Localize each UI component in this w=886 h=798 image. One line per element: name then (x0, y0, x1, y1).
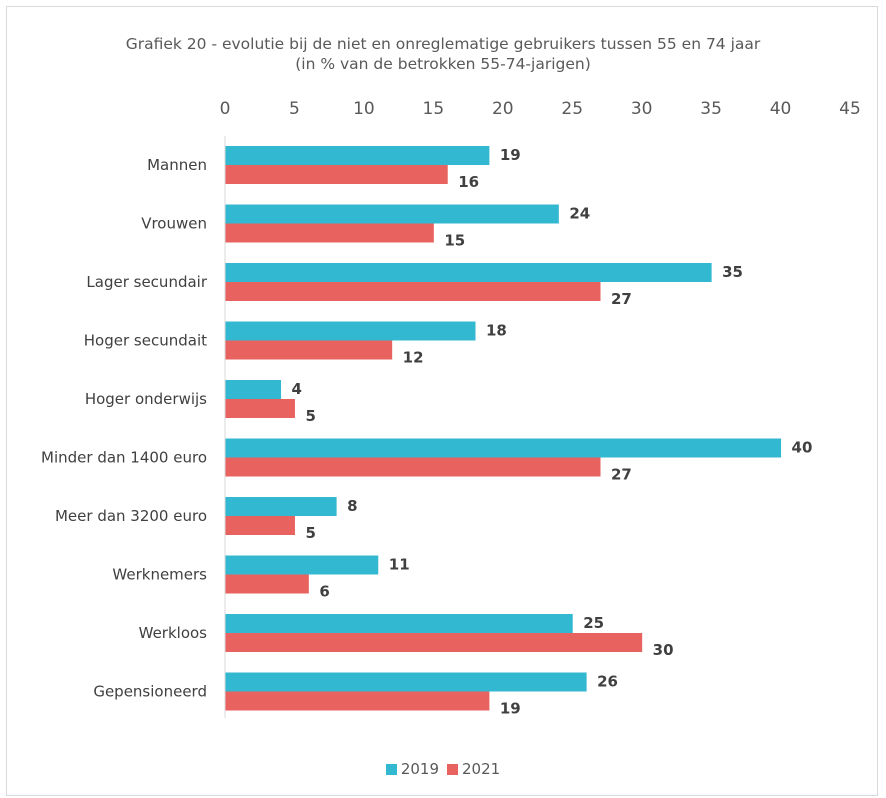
bar-2019 (225, 672, 587, 692)
bar-2021 (225, 574, 309, 594)
data-label: 27 (611, 466, 632, 484)
data-label: 26 (597, 673, 618, 691)
data-label: 4 (292, 380, 302, 398)
tick-label: 35 (700, 99, 722, 119)
category-label: Vrouwen (141, 215, 207, 233)
data-label: 11 (389, 556, 410, 574)
tick-label: 25 (561, 99, 583, 119)
category-label: Mannen (147, 156, 207, 174)
legend-swatch (385, 763, 397, 775)
tick-label: 5 (289, 99, 300, 119)
bar-2021 (225, 516, 295, 535)
data-label: 27 (611, 290, 632, 308)
legend-item: 2019 (385, 760, 439, 778)
tick-label: 40 (770, 99, 792, 119)
legend-swatch (447, 763, 458, 775)
data-label: 12 (403, 349, 424, 367)
tick-label: 0 (220, 99, 231, 119)
bar-2021 (225, 399, 295, 418)
data-label: 6 (319, 583, 329, 601)
chart-frame (6, 6, 878, 796)
data-label: 35 (722, 263, 743, 281)
category-labels: Mannen Vrouwen Lager secundair Hoger secund… (41, 156, 208, 701)
data-label: 8 (347, 497, 357, 515)
bars (225, 146, 782, 711)
legend: 2019 2021 (0, 760, 886, 779)
bar-2021 (225, 165, 448, 184)
chart-title-line: Grafiek 20 - evolutie bij de niet en onr… (125, 35, 761, 53)
tick-label: 30 (631, 99, 653, 119)
chart-subtitle-line: (in % van de betrokken 55-74-jarigen) (295, 55, 591, 73)
data-label: 24 (569, 205, 590, 223)
chart-title: Grafiek 20 - evolutie bij de niet en onr… (0, 34, 886, 74)
data-label: 40 (792, 439, 813, 457)
category-label: Gepensioneerd (93, 683, 207, 701)
category-label: Werknemers (112, 566, 207, 584)
data-label: 16 (458, 173, 479, 191)
data-label: 30 (653, 641, 674, 659)
data-label: 15 (444, 232, 465, 250)
bar-2019 (225, 438, 782, 458)
bar-2019 (225, 497, 337, 516)
data-label: 5 (305, 407, 315, 425)
data-label: 19 (500, 146, 521, 164)
category-label: Minder dan 1400 euro (41, 449, 207, 467)
bar-2019 (225, 204, 559, 224)
legend-item: 2021 (447, 760, 500, 778)
data-label: 5 (305, 524, 315, 542)
bar-2019 (225, 321, 476, 341)
bar-2019 (225, 614, 573, 633)
bar-2019 (225, 263, 712, 282)
category-label: Werkloos (139, 624, 208, 642)
legend-label: 2019 (400, 760, 439, 778)
category-label: Hoger secundait (84, 332, 207, 350)
bar-2021 (225, 282, 601, 301)
category-label: Lager secundair (86, 273, 207, 291)
category-label: Meer dan 3200 euro (55, 507, 207, 525)
bar-2021 (225, 633, 643, 652)
tick-label: 15 (423, 99, 445, 119)
bar-2021 (225, 223, 434, 243)
legend-label: 2021 (462, 760, 501, 778)
bar-2021 (225, 340, 393, 360)
data-label: 18 (486, 322, 507, 340)
data-label: 19 (500, 700, 521, 718)
bar-2021 (225, 691, 490, 711)
bar-2019 (225, 380, 282, 399)
tick-label: 10 (353, 99, 375, 119)
bar-2019 (225, 555, 379, 575)
bar-2021 (225, 457, 601, 477)
tick-label: 45 (839, 99, 861, 119)
tick-label: 20 (492, 99, 514, 119)
value-axis: 0 5 10 15 20 25 30 35 40 45 (220, 99, 861, 119)
bar-2019 (225, 146, 490, 165)
category-label: Hoger onderwijs (85, 390, 207, 408)
data-label: 25 (583, 614, 604, 632)
